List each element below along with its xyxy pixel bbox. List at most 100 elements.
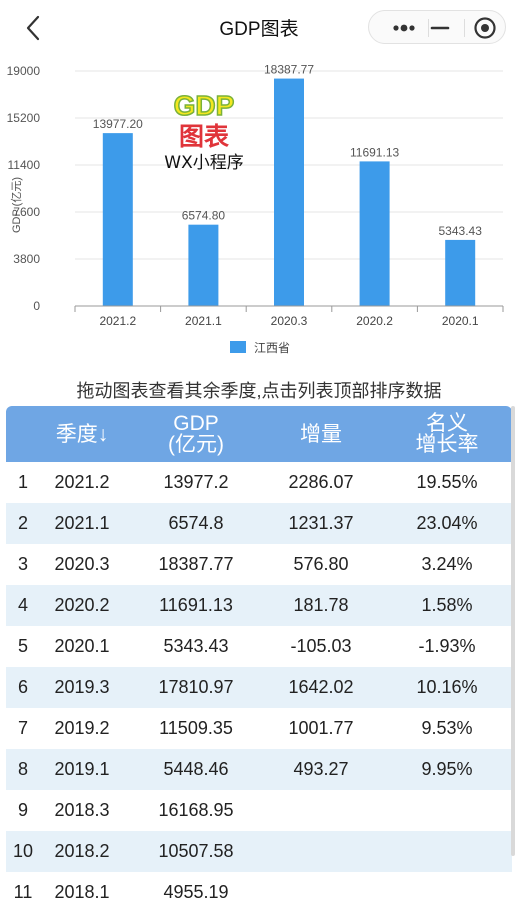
increase-header-label: 增量 xyxy=(300,422,342,446)
cell-increase: 1001.77 xyxy=(288,718,354,738)
cell-increase: 2286.07 xyxy=(288,472,354,492)
cell-rate xyxy=(392,831,502,872)
cell-increase xyxy=(266,831,376,872)
target-circle-icon xyxy=(474,17,496,39)
cell-increase: -105.03 xyxy=(290,636,352,656)
table-row[interactable]: 2 2021.1 6574.8 1231.37 23.04% xyxy=(6,503,512,544)
bar-value-label: 13977.20 xyxy=(93,117,143,131)
table-row[interactable]: 5 2020.1 5343.43 -105.03 -1.93% xyxy=(6,626,512,667)
cell-gdp: 5343.43 xyxy=(163,636,229,656)
table-row[interactable]: 9 2018.3 16168.95 xyxy=(6,790,512,831)
cell-rank: 1 xyxy=(17,472,28,492)
bar-value-label: 6574.80 xyxy=(182,209,226,223)
cell-rate: 9.95% xyxy=(421,759,473,779)
rate-header-line1: 名义 xyxy=(426,412,468,435)
cell-quarter: 2019.3 xyxy=(54,677,110,697)
sort-by-quarter-header[interactable]: 季度↓ xyxy=(40,406,124,462)
cell-gdp: 5448.46 xyxy=(163,759,229,779)
cell-quarter: 2018.3 xyxy=(54,800,110,820)
bar-value-label: 18387.77 xyxy=(264,63,314,77)
table-row[interactable]: 11 2018.1 4955.19 xyxy=(6,872,512,913)
minus-icon xyxy=(430,26,450,30)
cell-rank: 8 xyxy=(17,759,28,779)
more-dots-icon xyxy=(393,24,415,32)
cell-rate: 3.24% xyxy=(421,554,473,574)
bar[interactable] xyxy=(274,78,304,306)
rate-header-line2: 增长率 xyxy=(415,433,479,456)
cell-quarter: 2021.1 xyxy=(54,513,110,533)
sort-by-growth-rate-header[interactable]: 名义 增长率 xyxy=(392,406,502,462)
bar[interactable] xyxy=(188,224,219,306)
x-tick-label: 2020.1 xyxy=(442,314,479,328)
cell-rate: 19.55% xyxy=(416,472,478,492)
back-button[interactable] xyxy=(18,12,50,44)
sort-by-gdp-header[interactable]: GDP (亿元) xyxy=(142,406,250,462)
cell-rank: 4 xyxy=(17,595,28,615)
y-tick-label: 15200 xyxy=(7,111,41,125)
table-row[interactable]: 4 2020.2 11691.13 181.78 1.58% xyxy=(6,585,512,626)
cell-quarter: 2018.2 xyxy=(54,841,110,861)
cell-rate: 23.04% xyxy=(416,513,478,533)
cell-rate: 9.53% xyxy=(421,718,473,738)
chevron-left-icon xyxy=(26,15,40,41)
cell-increase: 1231.37 xyxy=(288,513,354,533)
cell-rank: 6 xyxy=(17,677,28,697)
cell-increase: 493.27 xyxy=(293,759,349,779)
cell-increase xyxy=(266,790,376,831)
chart-legend[interactable]: 江西省 xyxy=(230,341,290,355)
table-row[interactable]: 10 2018.2 10507.58 xyxy=(6,831,512,872)
cell-gdp: 17810.97 xyxy=(158,677,234,697)
bar[interactable] xyxy=(102,133,133,306)
cell-gdp: 6574.8 xyxy=(168,513,224,533)
sort-by-increase-header[interactable]: 增量 xyxy=(266,406,376,462)
table-body: 1 2021.2 13977.2 2286.07 19.55% 2 2021.1 6574.8… xyxy=(6,462,512,913)
x-tick-label: 2021.1 xyxy=(185,314,222,328)
cell-quarter: 2018.1 xyxy=(54,882,110,902)
gdp-bar-chart[interactable]: 13977.20 6574.80 18387.77 11691.13 5343.43 0… xyxy=(0,55,518,365)
cell-rank: 11 xyxy=(13,882,33,902)
y-tick-label: 11400 xyxy=(8,158,41,172)
y-tick-label: 0 xyxy=(33,299,40,313)
table-row[interactable]: 8 2019.1 5448.46 493.27 9.95% xyxy=(6,749,512,790)
bar[interactable] xyxy=(445,239,476,306)
x-tick-label: 2020.2 xyxy=(356,314,393,328)
cell-increase: 576.80 xyxy=(293,554,349,574)
bar-value-label: 5343.43 xyxy=(439,224,483,238)
cell-rate: -1.93% xyxy=(418,636,476,656)
bar-value-label: 11691.13 xyxy=(350,145,399,159)
minimize-button[interactable] xyxy=(423,11,457,45)
cell-gdp: 4955.19 xyxy=(163,882,229,902)
more-button[interactable] xyxy=(387,11,421,45)
table-row[interactable]: 7 2019.2 11509.35 1001.77 9.53% xyxy=(6,708,512,749)
cell-gdp: 18387.77 xyxy=(158,554,234,574)
gdp-header-line2: (亿元) xyxy=(168,433,224,456)
table-row[interactable]: 3 2020.3 18387.77 576.80 3.24% xyxy=(6,544,512,585)
capsule-menu xyxy=(368,10,506,44)
drag-hint-text: 拖动图表查看其余季度,点击列表顶部排序数据 xyxy=(76,381,442,401)
cell-increase xyxy=(266,872,376,913)
cell-increase: 1642.02 xyxy=(288,677,354,697)
cell-gdp: 11509.35 xyxy=(159,718,233,738)
cell-quarter: 2021.2 xyxy=(54,472,110,492)
cell-rate: 1.58% xyxy=(421,595,473,615)
close-miniprogram-button[interactable] xyxy=(468,11,502,45)
navigation-bar: GDP图表 xyxy=(0,0,518,55)
cell-rate xyxy=(392,872,502,913)
y-tick-label: 3800 xyxy=(13,252,40,266)
logo-chart-text: 图表 xyxy=(179,122,230,151)
table-header: 季度↓ GDP (亿元) 增量 名义 增长率 xyxy=(6,406,512,462)
legend-label: 江西省 xyxy=(254,341,290,355)
y-axis-title: GDP (亿元) xyxy=(10,177,23,233)
table-row[interactable]: 1 2021.2 13977.2 2286.07 19.55% xyxy=(6,462,512,503)
gdp-table: 季度↓ GDP (亿元) 增量 名义 增长率 1 2021.2 13977.2 228… xyxy=(6,406,512,913)
bar[interactable] xyxy=(359,161,390,306)
cell-rank: 7 xyxy=(17,718,28,738)
cell-increase: 181.78 xyxy=(293,595,349,615)
cell-rank: 9 xyxy=(17,800,28,820)
cell-rank: 2 xyxy=(17,513,28,533)
cell-quarter: 2020.3 xyxy=(54,554,110,574)
cell-quarter: 2020.2 xyxy=(54,595,110,615)
cell-quarter: 2019.1 xyxy=(54,759,110,779)
scrollbar[interactable] xyxy=(511,406,515,856)
table-row[interactable]: 6 2019.3 17810.97 1642.02 10.16% xyxy=(6,667,512,708)
